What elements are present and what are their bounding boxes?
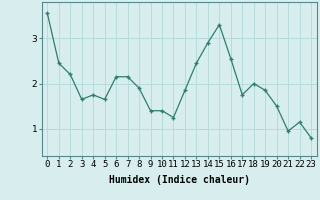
X-axis label: Humidex (Indice chaleur): Humidex (Indice chaleur) bbox=[109, 175, 250, 185]
